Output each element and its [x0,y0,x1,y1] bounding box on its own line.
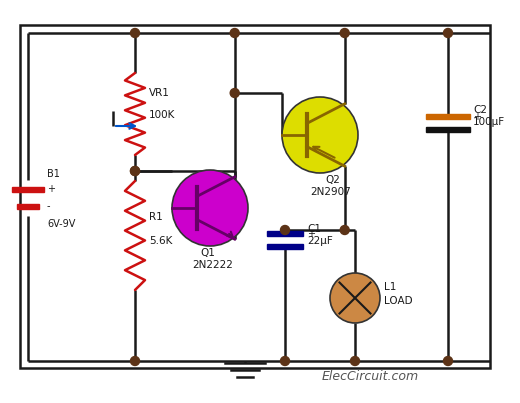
Circle shape [131,166,139,175]
Bar [267,244,303,249]
Bar [426,127,470,132]
Bar [17,204,39,209]
Text: 100K: 100K [149,110,175,120]
Circle shape [330,273,380,323]
Circle shape [340,226,349,235]
Text: C1: C1 [307,224,321,234]
Text: R1: R1 [149,212,163,222]
Text: B1: B1 [47,169,60,179]
Text: ElecCircuit.com: ElecCircuit.com [321,370,419,383]
Text: +: + [473,112,481,122]
Text: -: - [47,201,50,211]
Text: L1: L1 [384,282,396,292]
Text: C2: C2 [473,105,487,115]
Circle shape [444,29,452,37]
Text: +: + [47,184,55,194]
Text: 5.6K: 5.6K [149,235,172,245]
Circle shape [230,89,239,98]
Circle shape [131,29,139,37]
Circle shape [131,357,139,366]
Text: Q2: Q2 [325,175,340,185]
Bar [426,114,470,119]
Circle shape [230,29,239,37]
Text: 2N2222: 2N2222 [192,260,233,270]
Text: Q1: Q1 [200,248,215,258]
Text: 6V-9V: 6V-9V [47,219,75,229]
Text: 22μF: 22μF [307,236,333,246]
Circle shape [444,357,452,366]
Bar [12,187,44,192]
Text: 2N2907: 2N2907 [310,187,351,197]
Circle shape [350,357,359,366]
Circle shape [280,357,290,366]
Text: 100μF: 100μF [473,117,505,127]
Circle shape [282,97,358,173]
Circle shape [340,29,349,37]
Text: VR1: VR1 [149,88,170,98]
Circle shape [280,226,290,235]
Bar [20,25,490,368]
Text: LOAD: LOAD [384,296,413,306]
Text: +: + [307,229,315,239]
Circle shape [172,170,248,246]
Bar [267,231,303,236]
Circle shape [131,166,139,175]
